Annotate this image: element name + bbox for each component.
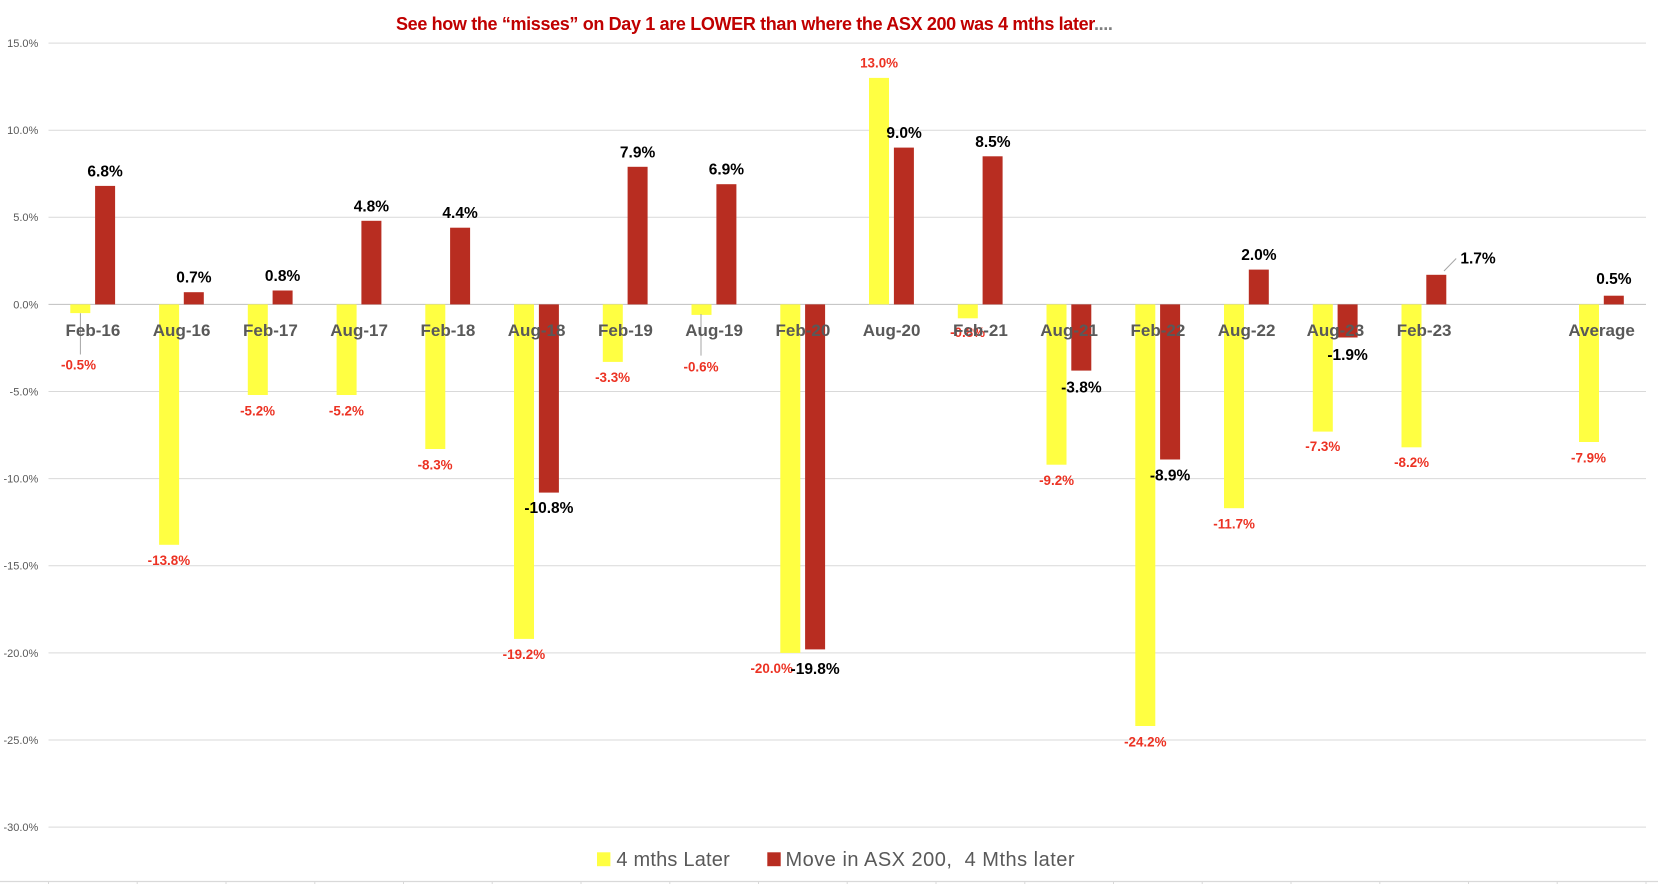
svg-text:-0.6%: -0.6%: [684, 360, 719, 375]
svg-text:Feb-22: Feb-22: [1131, 321, 1186, 340]
svg-text:0.8%: 0.8%: [265, 268, 301, 285]
svg-text:4 mths Later: 4 mths Later: [616, 849, 730, 871]
svg-text:5.0%: 5.0%: [13, 212, 38, 224]
svg-text:8.5%: 8.5%: [975, 134, 1011, 151]
svg-text:See how the “misses” on Day 1: See how the “misses” on Day 1 are LOWER …: [396, 14, 1113, 34]
svg-text:7.9%: 7.9%: [620, 144, 656, 161]
svg-text:Feb-20: Feb-20: [776, 321, 831, 340]
svg-text:-0.8%: -0.8%: [950, 325, 985, 340]
svg-text:0.0%: 0.0%: [13, 299, 38, 311]
svg-text:-5.2%: -5.2%: [329, 403, 364, 418]
svg-text:Feb-23: Feb-23: [1397, 321, 1452, 340]
svg-text:-19.8%: -19.8%: [791, 661, 840, 678]
svg-text:-20.0%: -20.0%: [3, 648, 38, 660]
svg-text:-0.5%: -0.5%: [61, 358, 96, 373]
svg-text:Aug-23: Aug-23: [1307, 321, 1365, 340]
svg-text:-7.3%: -7.3%: [1305, 439, 1340, 454]
svg-text:2.0%: 2.0%: [1241, 247, 1277, 264]
svg-text:-25.0%: -25.0%: [3, 735, 38, 747]
svg-text:9.0%: 9.0%: [886, 125, 922, 142]
svg-text:Aug-17: Aug-17: [330, 321, 388, 340]
svg-text:-5.2%: -5.2%: [240, 403, 275, 418]
svg-text:4.4%: 4.4%: [442, 205, 478, 222]
svg-text:Feb-21: Feb-21: [953, 321, 1008, 340]
svg-text:0.7%: 0.7%: [176, 270, 212, 287]
svg-text:13.0%: 13.0%: [860, 56, 898, 71]
svg-text:-3.8%: -3.8%: [1061, 379, 1102, 396]
svg-text:4.8%: 4.8%: [354, 198, 390, 215]
svg-text:-10.0%: -10.0%: [3, 474, 38, 486]
svg-text:15.0%: 15.0%: [7, 38, 38, 50]
svg-text:-5.0%: -5.0%: [10, 386, 39, 398]
svg-text:-24.2%: -24.2%: [1124, 734, 1167, 749]
svg-text:Feb-19: Feb-19: [598, 321, 653, 340]
svg-text:Aug-19: Aug-19: [685, 321, 743, 340]
svg-text:-1.9%: -1.9%: [1327, 347, 1368, 364]
svg-text:6.8%: 6.8%: [87, 164, 123, 181]
svg-text:Feb-17: Feb-17: [243, 321, 298, 340]
svg-text:-30.0%: -30.0%: [3, 822, 38, 834]
svg-text:Aug-20: Aug-20: [863, 321, 921, 340]
svg-text:Aug-22: Aug-22: [1218, 321, 1276, 340]
svg-text:6.9%: 6.9%: [709, 162, 745, 179]
svg-text:10.0%: 10.0%: [7, 125, 38, 137]
svg-text:-8.2%: -8.2%: [1394, 455, 1429, 470]
svg-text:-15.0%: -15.0%: [3, 561, 38, 573]
svg-text:-10.8%: -10.8%: [524, 500, 573, 517]
svg-text:Aug-16: Aug-16: [153, 321, 211, 340]
svg-text:-9.2%: -9.2%: [1039, 473, 1074, 488]
svg-text:Aug-18: Aug-18: [508, 321, 566, 340]
svg-text:-7.9%: -7.9%: [1571, 451, 1606, 466]
svg-text:1.7%: 1.7%: [1460, 251, 1496, 268]
svg-text:-11.7%: -11.7%: [1213, 517, 1255, 532]
svg-text:Feb-16: Feb-16: [66, 321, 121, 340]
svg-text:0.5%: 0.5%: [1596, 271, 1632, 288]
svg-text:-20.0%: -20.0%: [750, 661, 793, 676]
svg-text:Feb-18: Feb-18: [421, 321, 476, 340]
svg-text:-8.3%: -8.3%: [418, 457, 453, 472]
svg-text:Aug-21: Aug-21: [1040, 321, 1098, 340]
svg-text:-19.2%: -19.2%: [503, 647, 546, 662]
svg-text:-13.8%: -13.8%: [148, 553, 191, 568]
svg-text:Move in ASX 200, 4 Mths later: Move in ASX 200, 4 Mths later: [786, 849, 1076, 871]
svg-text:-3.3%: -3.3%: [595, 370, 630, 385]
svg-text:Average: Average: [1568, 321, 1634, 340]
svg-text:-8.9%: -8.9%: [1150, 467, 1191, 484]
